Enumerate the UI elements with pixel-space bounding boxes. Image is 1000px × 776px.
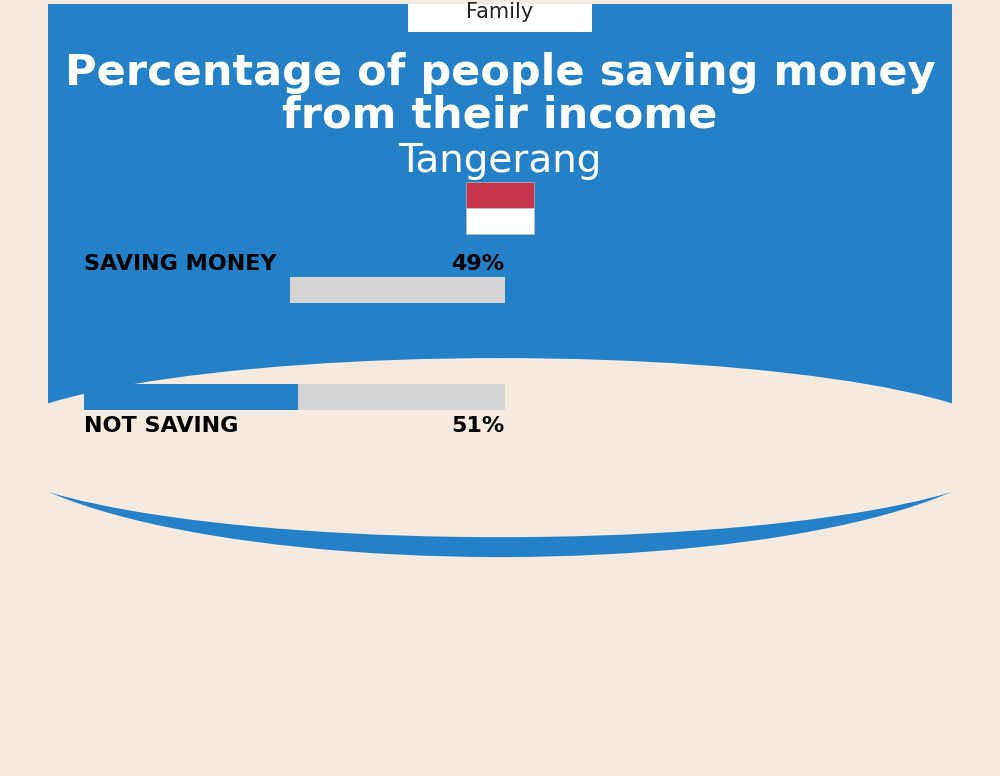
Ellipse shape	[0, 299, 1000, 557]
Bar	[84, 384, 505, 410]
Text: SAVING MONEY: SAVING MONEY	[84, 254, 276, 274]
Text: 49%: 49%	[451, 254, 505, 274]
Bar	[466, 208, 534, 234]
FancyBboxPatch shape	[48, 4, 952, 428]
FancyBboxPatch shape	[408, 0, 592, 32]
Text: from their income: from their income	[282, 95, 718, 137]
Text: 51%: 51%	[451, 416, 505, 436]
Bar	[84, 278, 505, 303]
Text: Family: Family	[466, 2, 534, 22]
Text: Percentage of people saving money: Percentage of people saving money	[65, 53, 935, 95]
Bar	[84, 384, 298, 410]
Ellipse shape	[0, 358, 1000, 537]
Text: Tangerang: Tangerang	[398, 142, 602, 180]
Bar	[84, 278, 290, 303]
Text: NOT SAVING: NOT SAVING	[84, 416, 238, 436]
Bar	[466, 182, 534, 208]
